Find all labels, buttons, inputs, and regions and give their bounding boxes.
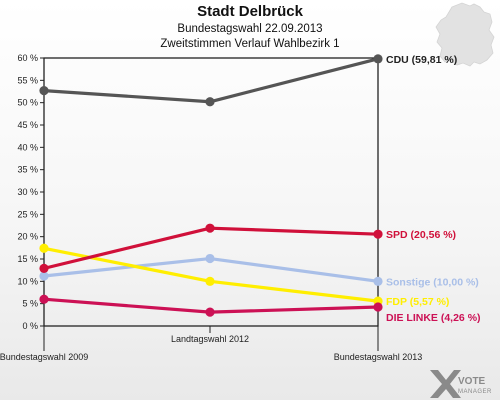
chart-subtitle-date: Bundestagswahl 22.09.2013 [177,23,322,35]
y-tick-label: 0 % [22,321,38,331]
data-point-die-linke [205,307,215,317]
x-axis: Bundestagswahl 2009 Landtagswahl 2012 Bund… [0,326,422,362]
watermark-sub: MANAGER [458,389,492,395]
y-tick-label: 10 % [17,276,38,286]
data-point-spd [39,263,49,273]
vote-manager-logo: VOTE MANAGER [430,370,492,398]
data-point-die-linke [373,302,383,312]
y-tick-label: 35 % [17,165,38,175]
watermark-brand: VOTE [458,376,486,387]
series-label-sonstige: Sonstige (10,00 %) [386,276,479,288]
data-point-sonstige [39,271,49,281]
data-point-cdu [205,97,215,107]
x-tick-label: Landtagswahl 2012 [171,334,249,344]
data-point-fdp [205,276,215,286]
x-tick-label: Bundestagswahl 2013 [334,352,423,362]
ballot-x-icon [430,370,461,398]
y-tick-label: 25 % [17,209,38,219]
series-layer [39,54,383,317]
y-tick-label: 15 % [17,254,38,264]
y-tick-label: 40 % [17,142,38,152]
germany-map-icon [435,2,495,67]
data-point-die-linke [39,294,49,304]
data-point-spd [205,223,215,233]
x-tick-label: Bundestagswahl 2009 [0,352,88,362]
series-label-die-linke: DIE LINKE (4,26 %) [386,312,481,324]
data-point-cdu [373,54,383,64]
y-tick-label: 45 % [17,120,38,130]
series-label-cdu: CDU (59,81 %) [386,54,457,66]
series-labels: CDU (59,81 %) SPD (20,56 %) Sonstige (10,0… [386,54,481,324]
data-point-sonstige [205,253,215,264]
y-tick-label: 30 % [17,187,38,197]
chart-subtitle-desc: Zweitstimmen Verlauf Wahlbezirk 1 [160,38,339,50]
data-point-spd [373,229,383,239]
y-tick-label: 55 % [17,75,38,85]
series-line-cdu [43,57,379,104]
y-tick-label: 20 % [17,232,38,242]
y-axis: 0 % 5 % 10 % 15 % 20 % 25 % 30 % 35 % 40 % 45 % 50… [17,53,44,331]
series-label-spd: SPD (20,56 %) [386,229,456,241]
y-tick-label: 5 % [22,299,38,309]
y-tick-label: 60 % [17,53,38,63]
data-point-cdu [39,86,49,96]
data-point-fdp [39,243,49,253]
series-label-fdp: FDP (5,57 %) [386,296,449,308]
y-tick-label: 50 % [17,98,38,108]
chart-title: Stadt Delbrück [197,3,304,20]
data-point-sonstige [373,276,383,286]
